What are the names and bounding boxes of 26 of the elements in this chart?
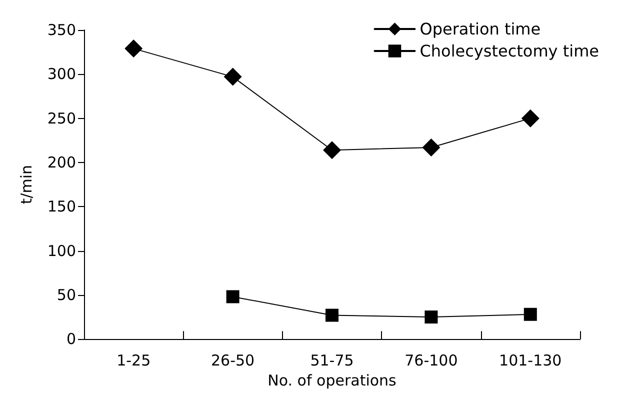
point [422,138,440,156]
y-tick-label: 300 [47,65,76,84]
point [226,290,240,304]
legend-label: Operation time [420,20,541,38]
y-tick-label: 200 [47,153,76,172]
y-tick-label: 250 [47,109,76,128]
y-tick-label: 0 [66,330,76,348]
point [326,308,338,322]
point [124,40,143,58]
point [524,308,537,321]
y-tick-label: 100 [47,242,76,260]
x-tick-label: 101-130 [499,352,562,370]
y-axis-title: t/min [18,164,36,204]
y-tick-label: 350 [47,21,76,39]
point [224,68,242,86]
y-tick-label: 150 [47,198,76,216]
point [323,141,341,160]
x-tick-label: 26-50 [211,352,255,370]
point [424,310,438,324]
y-tick-label: 50 [56,286,76,304]
legend-label: Cholecystectomy time [420,42,600,60]
x-tick-label: 1-25 [116,352,151,370]
x-tick-label: 51-75 [310,352,354,370]
point [521,109,540,128]
x-axis-title: No. of operations [268,372,397,390]
x-tick-label: 76-100 [404,352,458,370]
